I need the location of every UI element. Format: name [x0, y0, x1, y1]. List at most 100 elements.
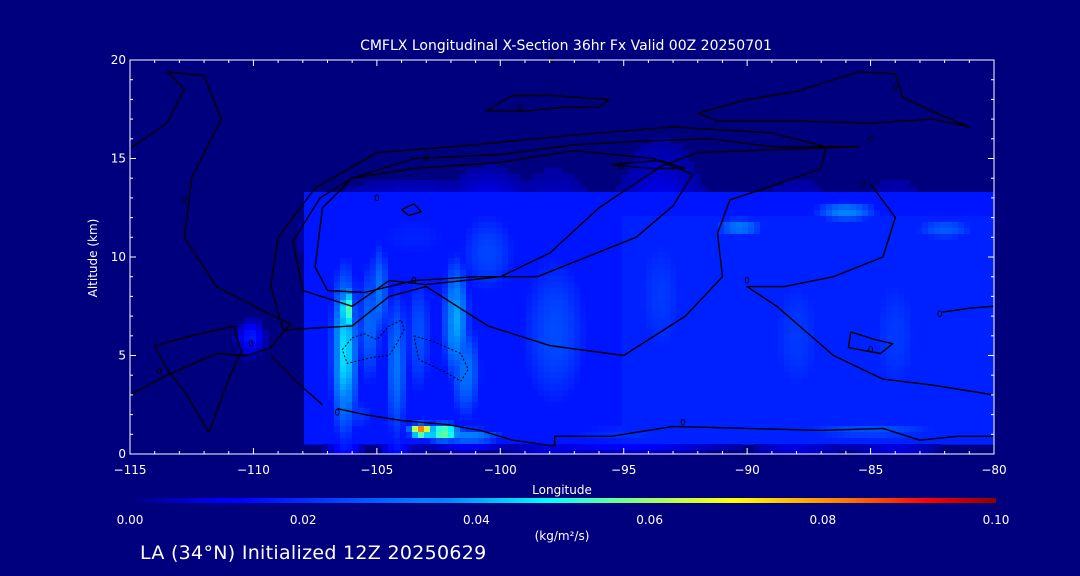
field-cell — [364, 186, 371, 193]
field-cell — [904, 378, 911, 385]
field-cell — [322, 276, 329, 283]
field-cell — [736, 366, 743, 373]
field-cell — [556, 168, 563, 175]
field-cell — [706, 414, 713, 421]
field-cell — [532, 240, 539, 247]
field-cell — [802, 198, 809, 205]
field-cell — [832, 312, 839, 319]
field-cell — [682, 390, 689, 397]
field-cell — [850, 366, 857, 373]
field-cell — [958, 318, 965, 325]
field-cell — [544, 168, 551, 175]
field-cell — [424, 426, 431, 433]
field-cell — [646, 300, 653, 307]
field-cell — [904, 228, 911, 235]
field-cell — [532, 210, 539, 217]
field-cell — [400, 342, 407, 349]
field-cell — [448, 318, 455, 325]
field-cell — [874, 192, 881, 199]
field-cell — [958, 384, 965, 391]
field-cell — [868, 312, 875, 319]
field-cell — [472, 372, 479, 379]
field-cell — [616, 216, 623, 223]
field-cell — [790, 396, 797, 403]
field-cell — [370, 252, 377, 259]
field-cell — [574, 240, 581, 247]
field-cell — [352, 228, 359, 235]
field-cell — [460, 432, 467, 439]
field-cell — [646, 186, 653, 193]
field-cell — [472, 234, 479, 241]
field-cell — [544, 402, 551, 409]
field-cell — [436, 246, 443, 253]
field-cell — [934, 354, 941, 361]
field-cell — [820, 420, 827, 427]
field-cell — [580, 396, 587, 403]
field-cell — [394, 234, 401, 241]
field-cell — [406, 258, 413, 265]
field-cell — [880, 372, 887, 379]
field-cell — [310, 360, 317, 367]
field-cell — [424, 210, 431, 217]
field-cell — [640, 270, 647, 277]
field-cell — [250, 342, 257, 349]
field-cell — [940, 330, 947, 337]
field-cell — [802, 318, 809, 325]
field-cell — [514, 204, 521, 211]
field-cell — [820, 222, 827, 229]
field-cell — [640, 198, 647, 205]
field-cell — [682, 150, 689, 157]
field-cell — [982, 294, 989, 301]
field-cell — [634, 366, 641, 373]
field-cell — [712, 390, 719, 397]
field-cell — [586, 294, 593, 301]
field-cell — [760, 378, 767, 385]
field-cell — [784, 186, 791, 193]
field-cell — [454, 198, 461, 205]
field-cell — [652, 342, 659, 349]
field-cell — [754, 432, 761, 439]
field-cell — [682, 258, 689, 265]
field-cell — [706, 270, 713, 277]
field-cell — [304, 366, 311, 373]
field-cell — [712, 294, 719, 301]
field-cell — [886, 264, 893, 271]
field-cell — [640, 300, 647, 307]
field-cell — [376, 432, 383, 439]
field-cell — [352, 210, 359, 217]
field-cell — [562, 408, 569, 415]
field-cell — [340, 330, 347, 337]
field-cell — [358, 378, 365, 385]
field-cell — [646, 312, 653, 319]
field-cell — [850, 336, 857, 343]
field-cell — [418, 276, 425, 283]
field-cell — [364, 324, 371, 331]
field-cell — [946, 228, 953, 235]
field-cell — [358, 324, 365, 331]
field-cell — [334, 360, 341, 367]
field-cell — [454, 222, 461, 229]
field-cell — [538, 336, 545, 343]
field-cell — [310, 354, 317, 361]
field-cell — [478, 402, 485, 409]
field-cell — [976, 342, 983, 349]
field-cell — [304, 300, 311, 307]
field-cell — [520, 330, 527, 337]
field-cell — [802, 186, 809, 193]
field-cell — [904, 318, 911, 325]
field-cell — [382, 276, 389, 283]
field-cell — [730, 384, 737, 391]
field-cell — [826, 354, 833, 361]
field-cell — [652, 282, 659, 289]
field-cell — [382, 402, 389, 409]
field-cell — [976, 354, 983, 361]
field-cell — [718, 354, 725, 361]
field-cell — [418, 438, 425, 445]
field-cell — [550, 186, 557, 193]
field-cell — [556, 258, 563, 265]
field-cell — [808, 372, 815, 379]
field-cell — [898, 204, 905, 211]
field-cell — [712, 222, 719, 229]
field-cell — [508, 402, 515, 409]
field-cell — [748, 204, 755, 211]
